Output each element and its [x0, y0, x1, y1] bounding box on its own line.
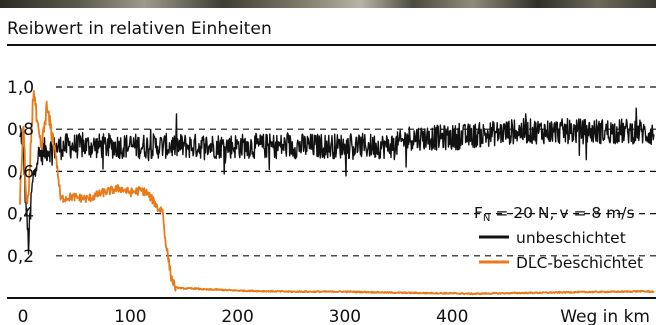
header-photo-strip	[0, 0, 656, 8]
conditions-annotation: FN = 20 N, v = 8 m/s	[474, 204, 635, 224]
y-tick-labels: 0,2 0,4 0,6 0,8 1,0	[7, 78, 34, 267]
y-tick-label-4: 1,0	[7, 78, 34, 98]
x-tick-label-3: 300	[329, 307, 361, 325]
x-tick-label-0: 0	[18, 307, 29, 325]
y-tick-label-1: 0,4	[7, 205, 34, 225]
x-axis-label: Weg in km	[560, 307, 650, 325]
series-line-unbeschichtet	[19, 107, 655, 255]
y-tick-label-3: 0,8	[7, 120, 34, 140]
y-tick-label-2: 0,6	[7, 162, 34, 182]
annotation-subscript: N	[483, 213, 490, 224]
annotation-values: = 20 N, v = 8 m/s	[490, 204, 634, 222]
series-line-dlc-beschichtet	[19, 90, 655, 296]
legend-label-unbeschichtet: unbeschichtet	[516, 229, 626, 247]
legend-label-dlc: DLC-beschichtet	[516, 254, 643, 272]
grid-layer	[56, 86, 656, 257]
x-tick-labels: 0 100 200 300 400	[18, 307, 469, 325]
x-tick-label-4: 400	[436, 307, 468, 325]
chart-title: Reibwert in relativen Einheiten	[7, 19, 272, 39]
x-tick-label-2: 200	[221, 307, 253, 325]
legend: FN = 20 N, v = 8 m/s unbeschichtet DLC-b…	[474, 204, 643, 272]
y-tick-label-0: 0,2	[7, 247, 34, 267]
annotation-symbol: F	[474, 204, 483, 222]
series-layer	[19, 90, 655, 296]
x-tick-label-1: 100	[114, 307, 146, 325]
